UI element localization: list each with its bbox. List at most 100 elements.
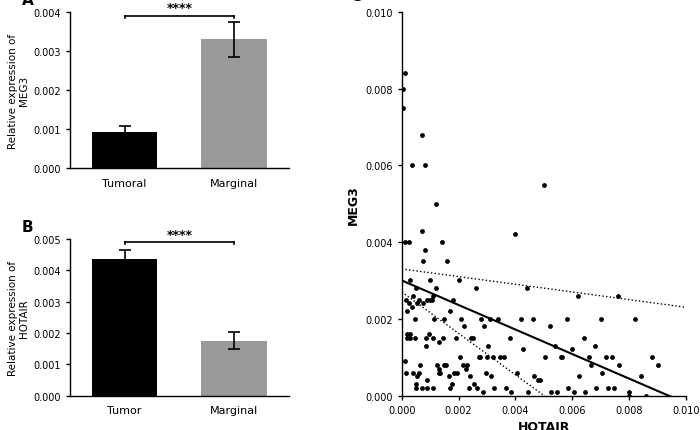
Point [406, 163, 417, 169]
Point [407, 369, 419, 376]
Point [614, 362, 625, 369]
Point [424, 331, 435, 338]
Point [454, 354, 466, 361]
Point [417, 258, 428, 265]
Point [584, 354, 595, 361]
Point [480, 369, 491, 376]
Point [510, 231, 521, 238]
Point [517, 346, 528, 353]
Point [640, 392, 652, 399]
Point [428, 293, 439, 300]
Point [405, 331, 416, 338]
Point [550, 342, 561, 349]
Point [528, 373, 540, 380]
Point [574, 373, 585, 380]
Point [568, 388, 580, 395]
Point [596, 369, 608, 376]
Y-axis label: Relative expression of
MEG3: Relative expression of MEG3 [8, 34, 29, 148]
Point [522, 285, 533, 292]
Point [453, 277, 464, 284]
Point [399, 358, 410, 365]
Point [555, 354, 566, 361]
Bar [201, 40, 267, 169]
Point [556, 354, 568, 361]
Point [419, 163, 430, 169]
Point [489, 384, 500, 391]
Point [410, 384, 421, 391]
Point [652, 362, 663, 369]
Point [567, 346, 578, 353]
Point [444, 384, 456, 391]
Point [635, 373, 646, 380]
Point [494, 354, 505, 361]
Point [428, 335, 439, 341]
Point [430, 201, 442, 208]
Point [476, 316, 487, 322]
Point [504, 335, 515, 341]
Point [479, 323, 490, 330]
Point [413, 369, 424, 376]
Point [538, 181, 550, 188]
Point [516, 316, 527, 322]
Point [487, 354, 498, 361]
Point [624, 392, 635, 399]
Point [562, 384, 573, 391]
Point [561, 316, 572, 322]
Point [589, 342, 601, 349]
Point [439, 316, 450, 322]
Point [606, 354, 617, 361]
Point [402, 335, 413, 341]
Point [534, 377, 545, 384]
Text: ****: **** [167, 228, 193, 241]
Text: C: C [351, 0, 362, 4]
Point [456, 316, 467, 322]
Point [438, 335, 449, 341]
Point [439, 362, 450, 369]
Point [601, 354, 612, 361]
Point [405, 277, 416, 284]
Point [443, 373, 454, 380]
Point [540, 354, 551, 361]
Point [473, 354, 484, 361]
Point [442, 258, 453, 265]
Point [407, 293, 419, 300]
Point [416, 132, 427, 139]
Point [433, 369, 444, 376]
Point [428, 384, 439, 391]
Point [444, 308, 456, 315]
Point [425, 297, 436, 304]
Point [433, 366, 444, 372]
Point [470, 285, 482, 292]
Text: B: B [22, 220, 34, 235]
Point [460, 366, 471, 372]
Point [461, 362, 472, 369]
Y-axis label: Relative expression of
HOTAIR: Relative expression of HOTAIR [8, 260, 29, 375]
Point [440, 362, 452, 369]
Point [505, 388, 517, 395]
Bar [92, 260, 158, 396]
Point [450, 335, 461, 341]
Point [467, 335, 478, 341]
Point [545, 388, 557, 395]
Point [419, 247, 430, 254]
Point [422, 384, 433, 391]
Point [402, 331, 413, 338]
X-axis label: HOTAIR: HOTAIR [518, 420, 570, 430]
Point [493, 316, 504, 322]
Point [449, 369, 460, 376]
Point [420, 342, 431, 349]
Point [422, 377, 433, 384]
Point [405, 335, 416, 341]
Bar [92, 133, 158, 169]
Point [624, 388, 635, 395]
Point [435, 369, 446, 376]
Point [612, 293, 624, 300]
Point [399, 71, 410, 77]
Point [413, 297, 424, 304]
Point [608, 384, 619, 391]
Point [472, 384, 483, 391]
Point [399, 239, 410, 246]
Text: ****: **** [167, 2, 193, 15]
Point [486, 373, 497, 380]
Point [447, 297, 458, 304]
